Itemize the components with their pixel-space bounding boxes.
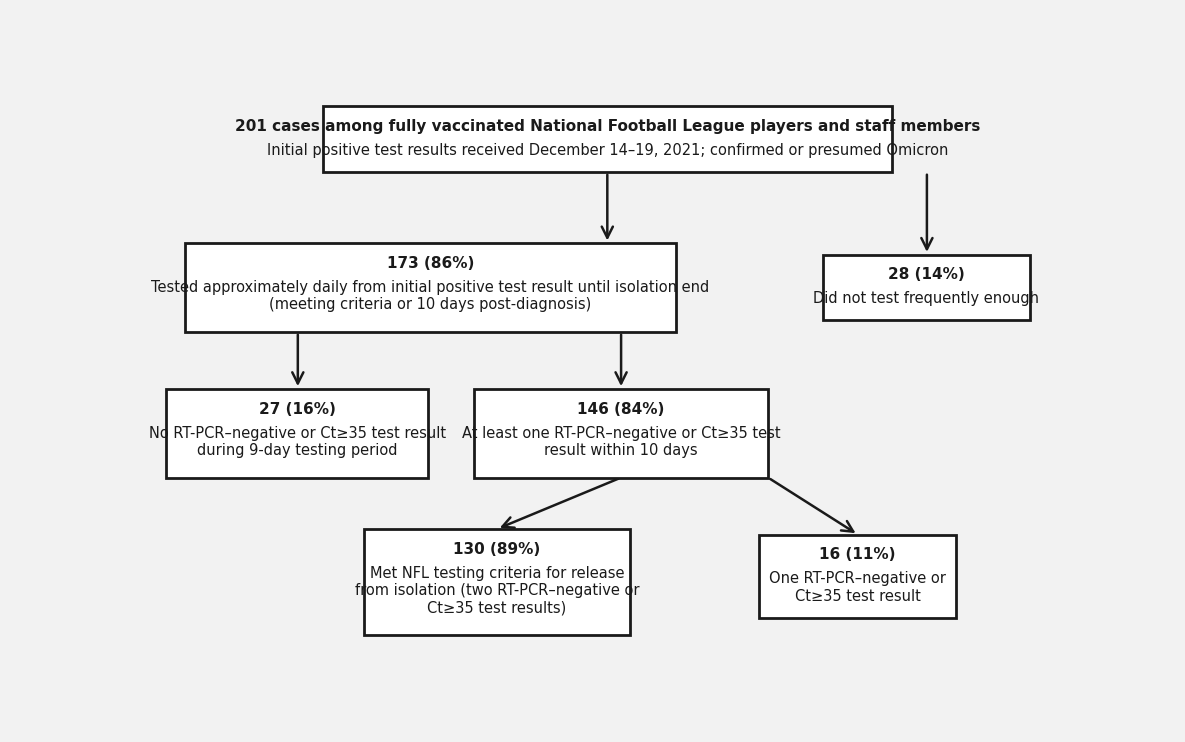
Text: 173 (86%): 173 (86%) bbox=[386, 256, 474, 271]
Text: 16 (11%): 16 (11%) bbox=[819, 548, 896, 562]
FancyBboxPatch shape bbox=[824, 255, 1030, 321]
Text: 130 (89%): 130 (89%) bbox=[454, 542, 540, 556]
FancyBboxPatch shape bbox=[474, 389, 768, 478]
Text: 27 (16%): 27 (16%) bbox=[260, 401, 335, 416]
FancyBboxPatch shape bbox=[364, 529, 630, 634]
Text: At least one RT-PCR–negative or Ct≥35 test
result within 10 days: At least one RT-PCR–negative or Ct≥35 te… bbox=[462, 426, 781, 458]
Text: 28 (14%): 28 (14%) bbox=[888, 267, 965, 282]
Text: 146 (84%): 146 (84%) bbox=[577, 401, 665, 416]
Text: No RT-PCR–negative or Ct≥35 test result
during 9-day testing period: No RT-PCR–negative or Ct≥35 test result … bbox=[149, 426, 446, 458]
Text: Tested approximately daily from initial positive test result until isolation end: Tested approximately daily from initial … bbox=[152, 280, 710, 312]
Text: 201 cases among fully vaccinated National Football League players and staff memb: 201 cases among fully vaccinated Nationa… bbox=[235, 119, 980, 134]
FancyBboxPatch shape bbox=[758, 535, 956, 617]
Text: Met NFL testing criteria for release
from isolation (two RT-PCR–negative or
Ct≥3: Met NFL testing criteria for release fro… bbox=[354, 565, 640, 615]
FancyBboxPatch shape bbox=[185, 243, 677, 332]
FancyBboxPatch shape bbox=[166, 389, 428, 478]
Text: One RT-PCR–negative or
Ct≥35 test result: One RT-PCR–negative or Ct≥35 test result bbox=[769, 571, 946, 604]
Text: Initial positive test results received December 14–19, 2021; confirmed or presum: Initial positive test results received D… bbox=[267, 142, 948, 158]
FancyBboxPatch shape bbox=[322, 106, 892, 172]
Text: Did not test frequently enough: Did not test frequently enough bbox=[813, 292, 1039, 306]
